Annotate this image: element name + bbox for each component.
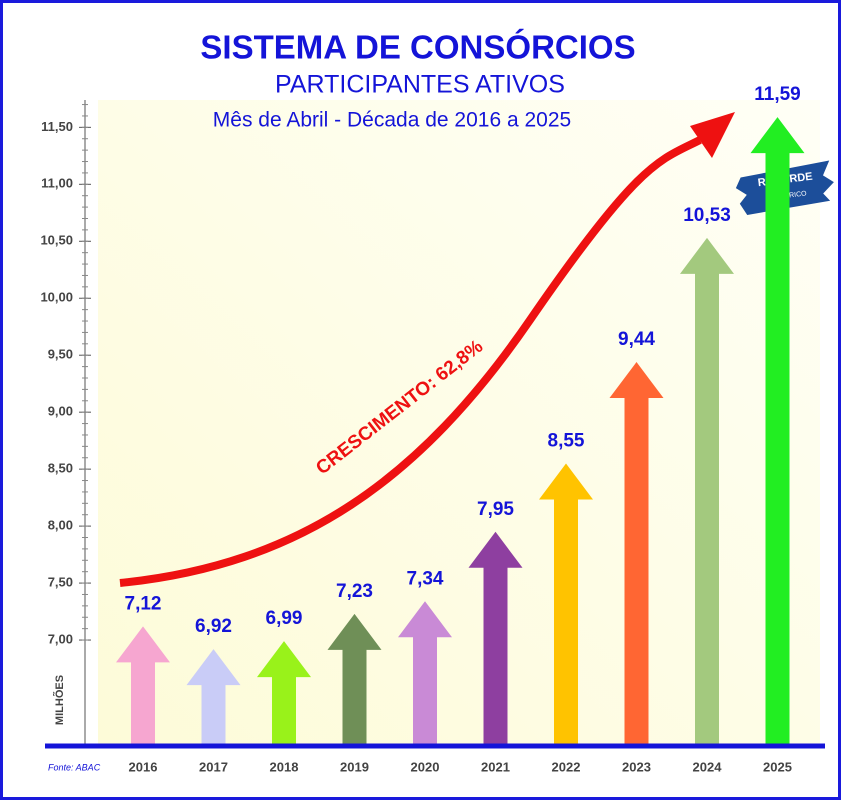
value-label: 7,34 — [407, 568, 444, 589]
period: Mês de Abril - Década de 2016 a 2025 — [213, 109, 571, 132]
x-tick-label: 2016 — [129, 759, 158, 774]
x-tick-label: 2021 — [481, 759, 510, 774]
y-axis-label: MILHÕES — [53, 675, 66, 725]
arrow-bar — [257, 641, 311, 746]
y-tick-label: 10,00 — [40, 290, 73, 305]
arrow-bar — [327, 613, 382, 746]
value-label: 8,55 — [548, 430, 585, 451]
y-tick-label: 8,50 — [48, 461, 73, 476]
arrow-bar — [116, 626, 170, 746]
x-tick-label: 2017 — [199, 759, 228, 774]
value-label: 7,12 — [125, 593, 162, 614]
x-tick-label: 2022 — [552, 759, 581, 774]
x-tick-label: 2025 — [763, 759, 792, 774]
growth-curve — [119, 136, 702, 587]
value-label: 7,23 — [336, 581, 373, 602]
arrow-bar — [750, 117, 805, 746]
value-label: 7,95 — [477, 499, 514, 520]
y-tick-label: 9,00 — [48, 404, 73, 419]
y-tick-label: 7,50 — [48, 575, 73, 590]
value-label: 6,99 — [266, 608, 303, 629]
y-tick-label: 11,50 — [41, 119, 73, 134]
x-tick-label: 2019 — [340, 759, 369, 774]
value-label: 11,59 — [754, 84, 801, 105]
y-tick-label: 7,00 — [48, 631, 73, 646]
arrow-bar — [398, 601, 452, 746]
x-tick-label: 2020 — [411, 759, 440, 774]
y-tick-label: 10,50 — [40, 233, 73, 248]
arrow-bar — [539, 463, 593, 746]
source: Fonte: ABAC — [48, 762, 101, 772]
chart-title: SISTEMA DE CONSÓRCIOS — [200, 29, 635, 66]
arrow-bar — [468, 531, 523, 746]
chart-subtitle: PARTICIPANTES ATIVOS — [275, 71, 565, 99]
x-tick-label: 2024 — [693, 759, 723, 774]
x-tick-label: 2023 — [622, 759, 651, 774]
arrow-bar — [186, 649, 241, 746]
y-tick-label: 11,00 — [41, 176, 73, 191]
value-label: 6,92 — [195, 616, 232, 637]
growth-arrowhead — [690, 112, 735, 158]
y-tick-label: 8,00 — [48, 518, 73, 533]
x-tick-label: 2018 — [270, 759, 299, 774]
value-label: 10,53 — [683, 205, 731, 226]
value-label: 9,44 — [618, 329, 655, 350]
arrow-bar — [609, 362, 664, 746]
y-tick-label: 9,50 — [48, 347, 73, 362]
arrow-bar — [680, 237, 734, 747]
